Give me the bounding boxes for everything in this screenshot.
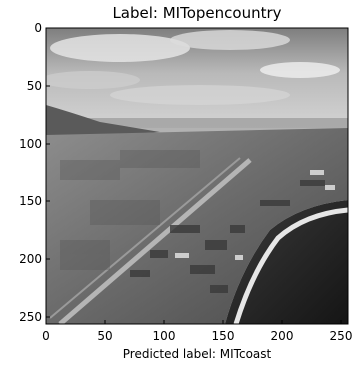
x-tick-label: 150 xyxy=(212,329,235,343)
x-tick-label: 0 xyxy=(42,329,50,343)
x-tick-label: 250 xyxy=(330,329,353,343)
x-tick-label: 50 xyxy=(97,329,112,343)
x-axis-label: Predicted label: MITcoast xyxy=(122,347,272,361)
x-tick-labels: 0 50 100 150 200 250 xyxy=(42,329,352,343)
y-axis xyxy=(46,27,50,318)
y-tick-label: 100 xyxy=(19,137,42,151)
y-tick-label: 50 xyxy=(27,79,42,93)
y-tick-label: 0 xyxy=(34,21,42,35)
y-tick-labels: 0 50 100 150 200 250 xyxy=(19,21,42,324)
y-tick-label: 250 xyxy=(19,310,42,324)
x-axis xyxy=(45,320,342,324)
x-tick-label: 100 xyxy=(153,329,176,343)
x-tick-label: 200 xyxy=(271,329,294,343)
photo-image xyxy=(46,28,348,324)
axes-frame xyxy=(45,27,349,325)
y-tick-label: 150 xyxy=(19,194,42,208)
plot-title: Label: MITopencountry xyxy=(112,4,282,22)
y-tick-label: 200 xyxy=(19,252,42,266)
